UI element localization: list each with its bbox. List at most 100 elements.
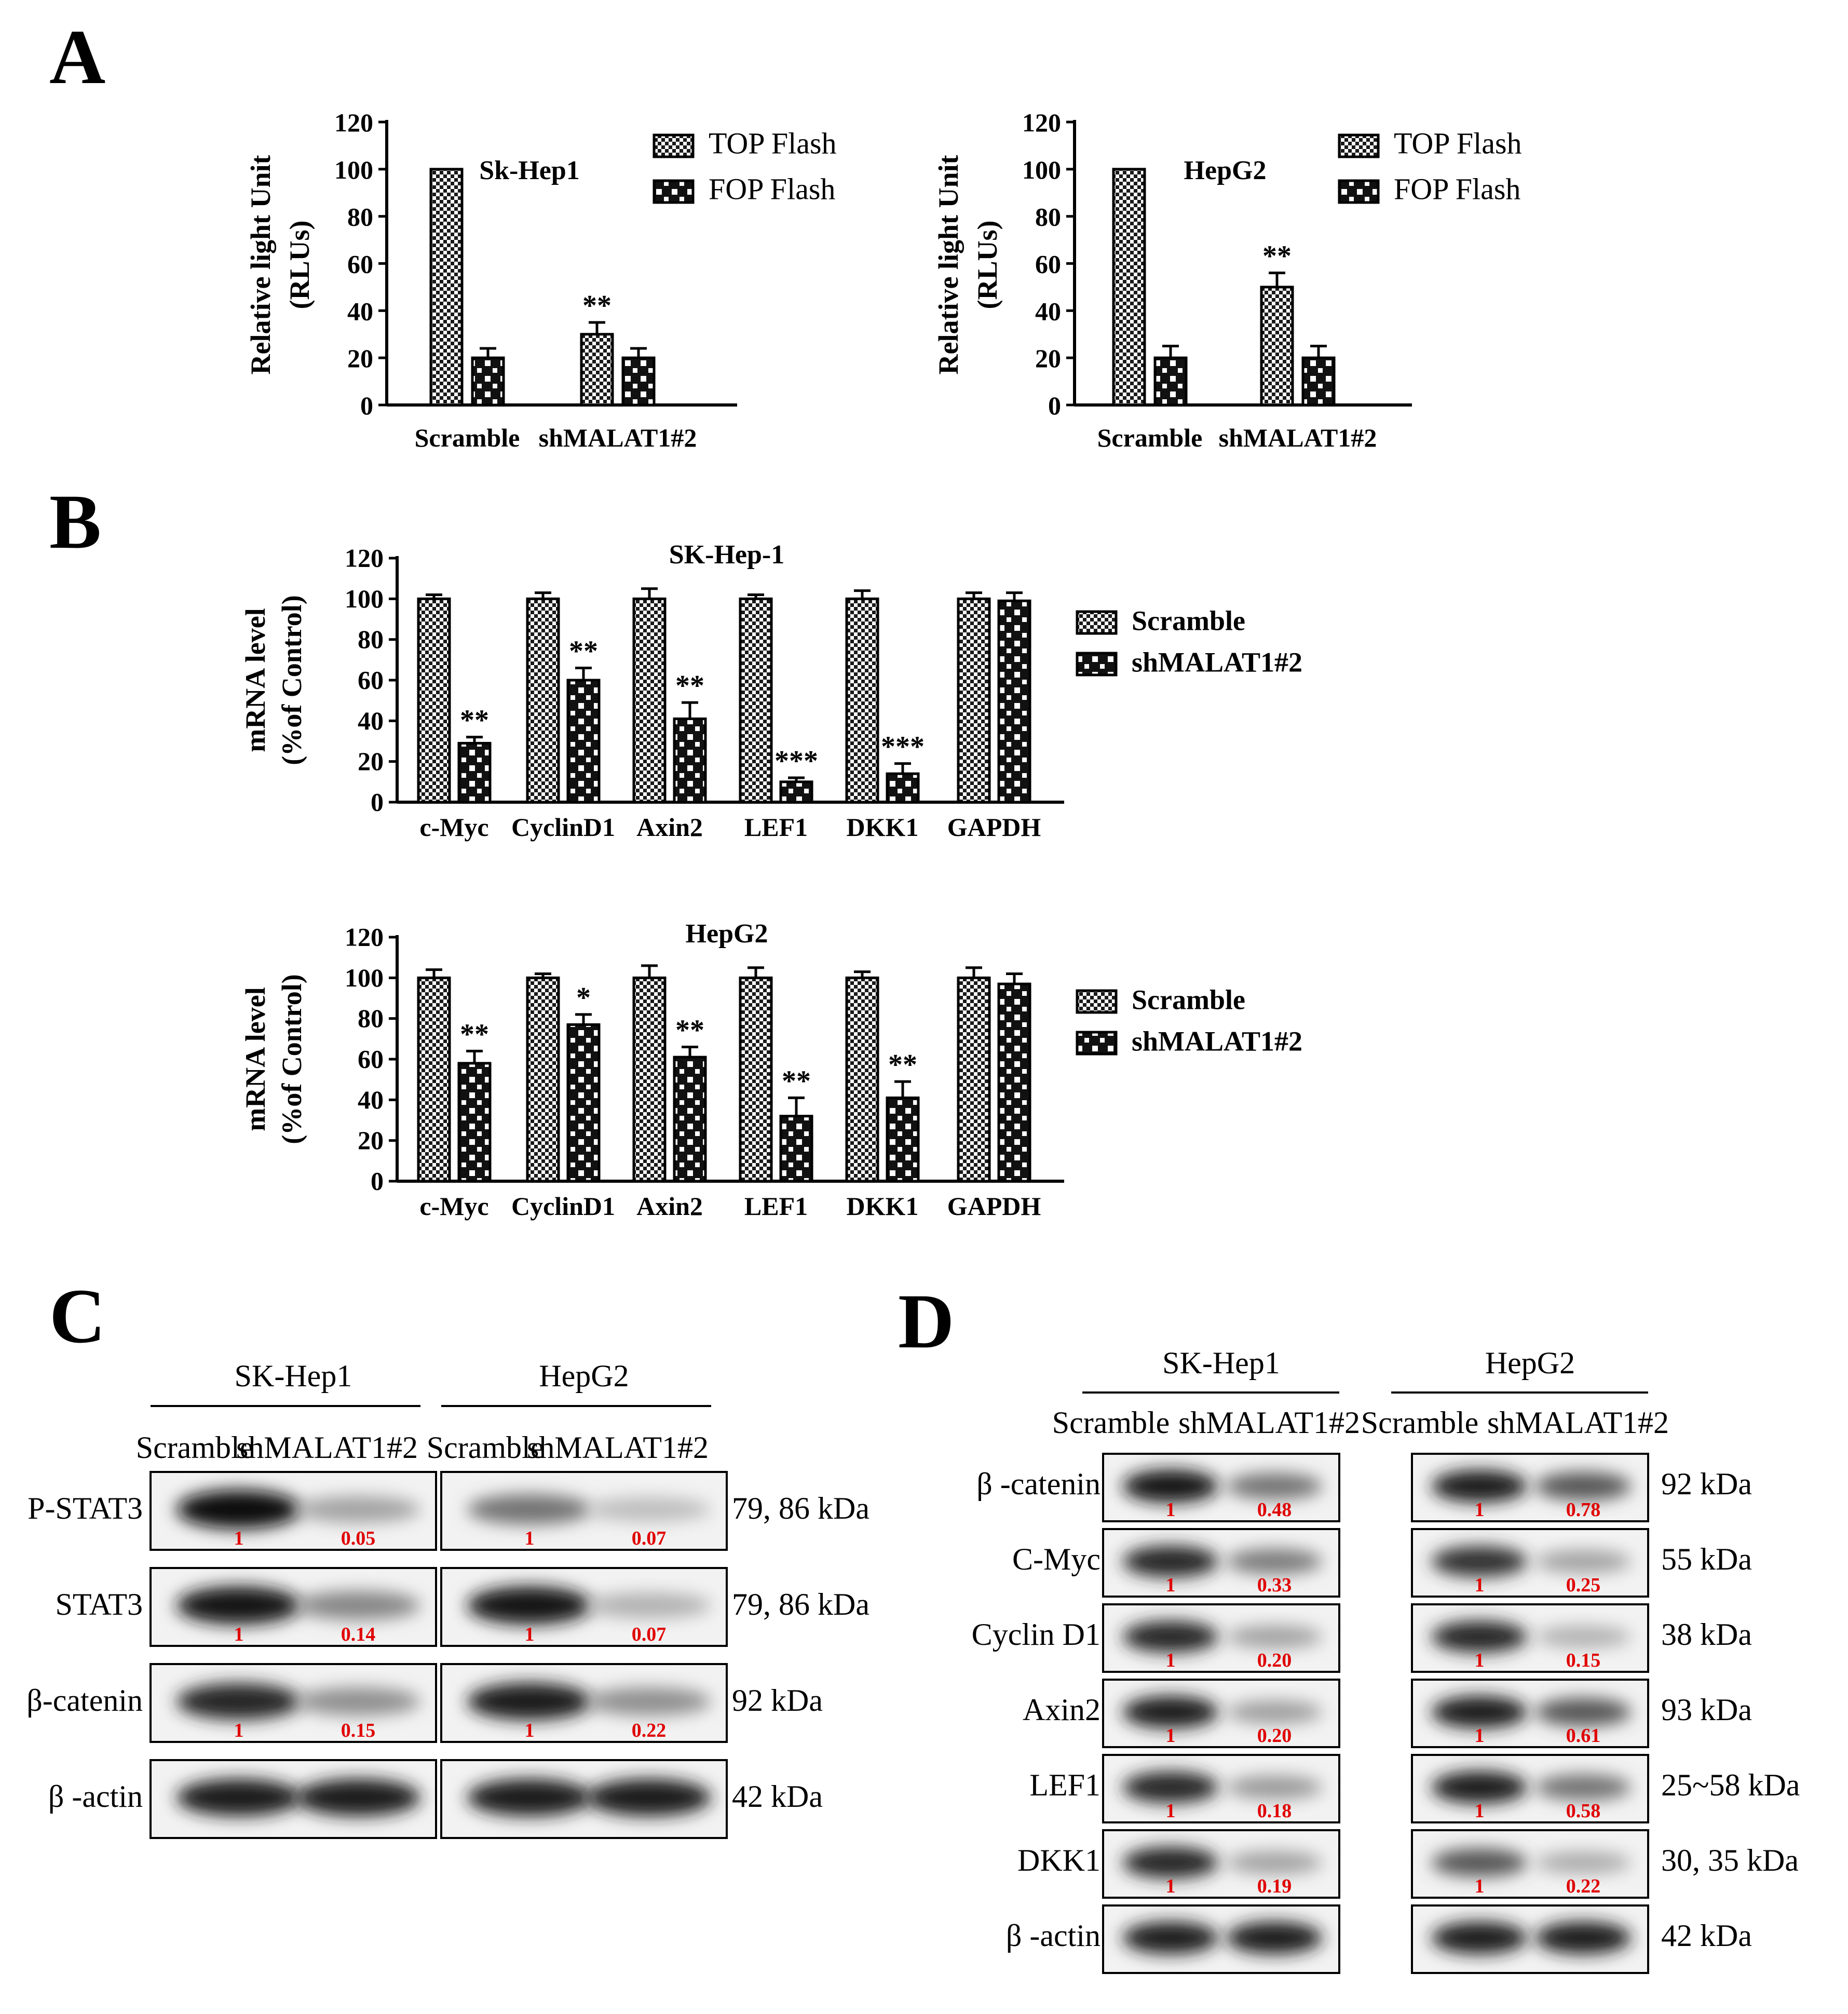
legend-swatch [1076,610,1118,635]
legend-label: Scramble [1132,605,1245,637]
panel-label-c: C [49,1273,105,1359]
y-tick-label: 120 [1022,108,1061,137]
molecular-weight-label: 38 kDa [1661,1617,1752,1652]
quantification-value: 1 [234,1624,244,1645]
bar [471,356,505,407]
bar [997,599,1031,804]
chart-4: 0 20 40 60 80 100 120 HepG2 mRNA level (%of Contr… [240,919,1302,1221]
significance-label: ** [675,670,704,702]
chart-title: SK-Hep-1 [669,540,784,570]
protein-band [1122,1846,1219,1878]
y-tick-label: 60 [358,1045,384,1074]
protein-band [1535,1698,1632,1726]
y-tick-label: 20 [358,1126,384,1155]
bar [632,597,667,804]
y-tick-label: 0 [371,1167,384,1196]
chart-3: 0 20 40 60 80 100 120 SK-Hep-1 mRNA level (%of Co… [240,540,1302,842]
panel-label-b: B [49,479,101,565]
quantification-value: 0.20 [1257,1725,1292,1747]
bar [739,597,773,804]
legend-swatch [653,133,695,158]
quantification-value: 0.19 [1257,1875,1292,1897]
molecular-weight-label: 92 kDa [1661,1467,1752,1501]
chart-title: HepG2 [686,919,768,949]
bar [417,597,451,804]
quantification-value: 0.05 [341,1528,376,1549]
y-axis-label: mRNA level [240,608,271,752]
legend-swatch [1076,1031,1118,1056]
molecular-weight-label: 93 kDa [1661,1693,1752,1727]
bar [417,976,451,1183]
bar [1112,168,1146,407]
y-tick-label: 120 [345,544,384,573]
quantification-value: 0.22 [1566,1875,1601,1897]
protein-band [1122,1696,1219,1728]
protein-band [1431,1848,1528,1877]
protein-band [296,1687,420,1715]
chart-2: 0 20 40 60 80 100 120 HepG2 Relative light Unit (… [933,108,1522,452]
protein-band [1122,1469,1219,1503]
quantification-value: 1 [1166,1875,1176,1897]
bar [429,168,464,407]
cell-line-label: SK-Hep1 [1162,1346,1280,1380]
protein-band [1226,1625,1323,1648]
protein-band [1226,1851,1323,1874]
protein-band [176,1683,301,1720]
protein-band [1226,1922,1323,1954]
y-tick-label: 120 [345,923,384,952]
protein-band [176,1779,301,1816]
bar [566,1023,601,1183]
bar [997,982,1031,1183]
chart-title: Sk-Hep1 [479,156,580,185]
y-axis-label: (RLUs) [284,221,315,309]
quantification-value: 1 [1475,1499,1485,1521]
western-blot-c: SK-Hep1ScrambleshMALAT1#2HepG2Scramblesh… [26,1359,869,1839]
x-tick-label: LEF1 [744,1192,808,1221]
quantification-value: 0.33 [1257,1574,1292,1596]
protein-band [467,1494,592,1525]
protein-label: β-catenin [26,1683,143,1718]
molecular-weight-label: 42 kDa [1661,1918,1752,1953]
molecular-weight-label: 25~58 kDa [1661,1768,1800,1802]
significance-label: ** [569,636,598,668]
protein-label: C-Myc [1012,1542,1100,1576]
protein-band [587,1687,711,1715]
quantification-value: 1 [1475,1875,1485,1897]
quantification-value: 1 [1475,1574,1485,1596]
protein-band [296,1591,420,1620]
bar [845,976,879,1183]
bar [739,976,773,1183]
bar-charts: 0 20 40 60 80 100 120 Sk-Hep1 Relative light Uni… [240,108,1522,1221]
protein-band [1431,1771,1528,1804]
lane-label: shMALAT1#2 [527,1430,709,1465]
quantification-value: 0.78 [1566,1499,1601,1521]
lane-label: shMALAT1#2 [1487,1405,1669,1440]
significance-label: ** [675,1015,704,1047]
quantification-value: 0.15 [341,1720,376,1741]
quantification-value: 1 [1166,1650,1176,1671]
protein-label: β -actin [1006,1918,1100,1953]
bar [1260,286,1294,407]
quantification-value: 1 [525,1720,535,1741]
quantification-value: 0.22 [632,1720,667,1741]
significance-label: ** [782,1065,811,1097]
y-axis-label: mRNA level [240,987,271,1131]
significance-label: *** [881,731,925,763]
significance-label: ** [888,1049,917,1081]
y-tick-label: 100 [345,963,384,992]
legend-swatch [1076,652,1118,677]
molecular-weight-label: 79, 86 kDa [732,1587,869,1621]
chart-1: 0 20 40 60 80 100 120 Sk-Hep1 Relative light Uni… [245,108,837,452]
significance-label: ** [460,705,489,737]
protein-band [1122,1545,1219,1577]
bar [632,976,667,1183]
y-tick-label: 0 [360,391,373,420]
x-tick-label: c-Myc [419,813,488,842]
protein-band [1431,1470,1528,1503]
bar [621,356,656,407]
x-tick-label: DKK1 [847,813,919,842]
quantification-value: 1 [1475,1650,1485,1671]
protein-band [587,1497,711,1522]
protein-band [1226,1548,1323,1575]
